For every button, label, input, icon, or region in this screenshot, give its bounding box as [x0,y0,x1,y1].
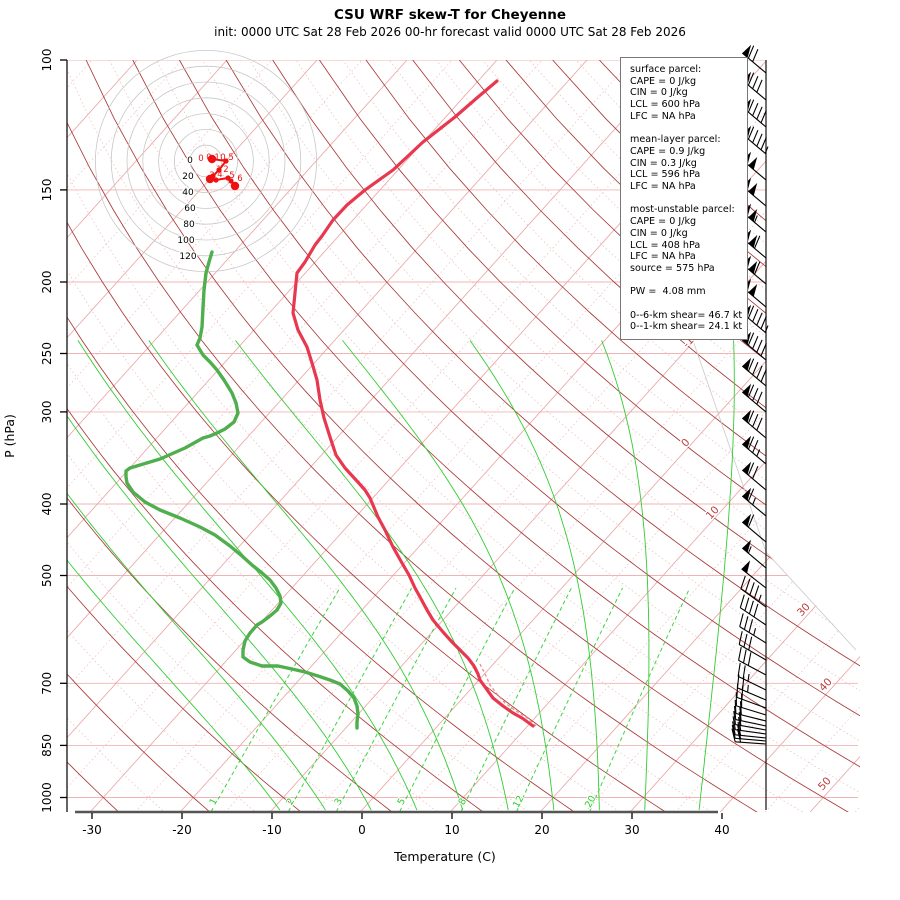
svg-text:6: 6 [237,174,242,184]
wind-barb [738,646,767,676]
wind-barb [732,716,767,735]
svg-text:-10: -10 [262,823,282,837]
info-box-line: CAPE = 0 J/kg [630,75,697,87]
info-box-line: LCL = 408 hPa [630,239,701,251]
wind-barb [741,383,767,413]
wind-barb [741,487,767,517]
dewpoint-curve [124,250,360,730]
info-box-line: LCL = 600 hPa [630,99,701,111]
svg-text:400: 400 [40,493,54,516]
svg-text:0.1: 0.1 [206,153,220,163]
svg-text:1: 1 [216,165,221,175]
svg-text:10: 10 [444,823,459,837]
info-box-line: 0--6-km shear= 46.7 kt [630,309,743,321]
wind-barb [740,575,767,608]
svg-text:4: 4 [217,170,222,180]
wind-barbs [731,44,769,745]
axes: -30 -20 -10 0 10 20 30 401001502002503004005007… [2,49,767,864]
info-box-line: LFC = NA hPa [630,181,696,193]
info-box-line: CAPE = 0.9 J/kg [630,145,706,157]
svg-text:40: 40 [714,823,729,837]
svg-text:0: 0 [358,823,366,837]
y-axis-title: P (hPa) [2,414,17,458]
wind-barb [741,513,767,543]
svg-text:200: 200 [40,271,54,294]
info-box-line: source = 575 hPa [630,262,715,274]
sounding-curves [124,79,538,730]
info-box-line: LCL = 596 hPa [630,169,701,181]
svg-text:20: 20 [182,172,194,182]
wind-barb [738,631,767,661]
svg-text:0.5: 0.5 [220,153,234,163]
svg-text:700: 700 [40,672,54,695]
background-grid-margin [766,552,860,812]
svg-text:1000: 1000 [40,782,54,813]
info-box-line: 0--1-km shear= 24.1 kt [630,321,743,333]
svg-text:30: 30 [624,823,639,837]
svg-text:300: 300 [40,400,54,423]
info-box-line: most-unstable parcel: [630,204,735,216]
info-box-line: PW = 4.08 mm [630,286,706,298]
svg-text:80: 80 [183,220,195,230]
info-box-spacer [630,193,745,205]
svg-text:0: 0 [198,154,203,164]
info-box-line: CIN = 0 J/kg [630,87,688,99]
x-axis-title: Temperature (C) [393,849,496,864]
info-box-spacer [630,298,745,310]
svg-text:0: 0 [187,156,193,166]
info-box-line: surface parcel: [630,64,702,75]
wind-barb [741,560,767,589]
svg-text:-20: -20 [172,823,192,837]
virtual-temp-curve [479,663,538,728]
svg-text:120: 120 [179,252,196,262]
wind-barb [731,728,767,745]
wind-barb [741,461,767,491]
svg-text:20: 20 [534,823,549,837]
wind-barb [741,539,767,569]
svg-text:-30: -30 [82,823,102,837]
info-box-spacer [630,275,745,287]
svg-text:250: 250 [40,342,54,365]
wind-barb [739,594,767,626]
wind-barb [741,44,767,74]
wind-barb [733,711,767,731]
info-box-line: LFC = NA hPa [630,251,696,263]
parcel-info-box: surface parcel: CAPE = 0 J/kg CIN = 0 J/kg… [620,57,748,341]
info-box-line: mean-layer parcel: [630,134,721,146]
svg-text:3: 3 [209,171,214,181]
wind-barb [739,613,767,644]
wind-barb [741,357,767,387]
page-title: CSU WRF skew-T for Cheyenne [333,7,567,23]
wind-barb [741,409,767,439]
wind-barb [741,435,767,465]
info-box-line: CAPE = 0 J/kg [630,216,697,228]
svg-text:500: 500 [40,564,54,587]
temperature-curve [291,79,535,728]
svg-text:60: 60 [184,204,196,214]
svg-text:40: 40 [182,188,194,198]
info-box-spacer [630,123,745,135]
svg-text:100: 100 [177,236,194,246]
page-subtitle: init: 0000 UTC Sat 28 Feb 2026 00-hr for… [214,25,686,39]
svg-text:5: 5 [229,171,234,181]
svg-text:850: 850 [40,734,54,757]
svg-text:100: 100 [40,49,54,72]
info-box-line: CIN = 0.3 J/kg [630,157,697,169]
info-box-line: CIN = 0 J/kg [630,227,688,239]
svg-text:150: 150 [40,178,54,201]
svg-text:2: 2 [223,165,228,175]
info-box-line: LFC = NA hPa [630,110,696,122]
